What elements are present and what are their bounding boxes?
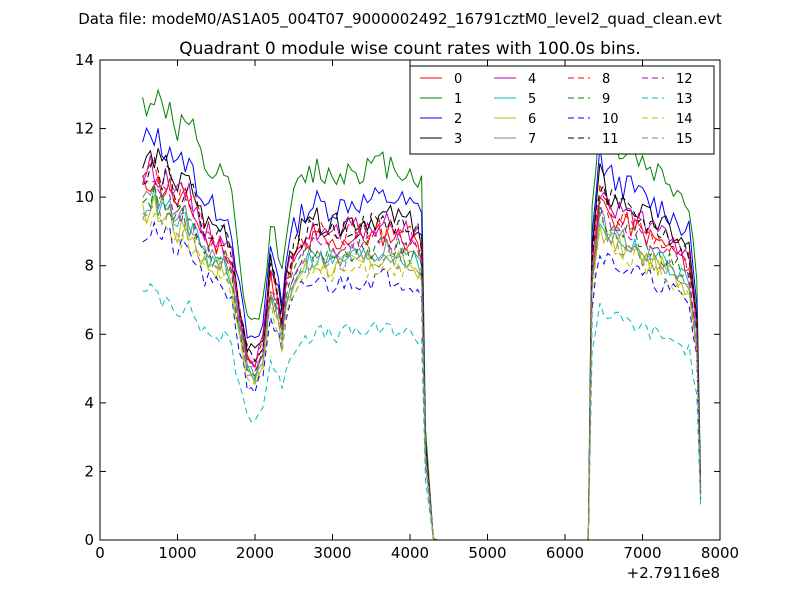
legend-label-13: 13: [676, 92, 693, 107]
series-line-3: [142, 148, 702, 541]
legend-label-7: 7: [528, 132, 536, 147]
x-tick-label: 1000: [158, 544, 196, 562]
legend-label-11: 11: [602, 132, 619, 147]
x-axis: 0 1000 2000 3000 4000 5000 6000 7000 8000: [95, 60, 739, 562]
legend-label-0: 0: [454, 72, 462, 87]
series-line-6: [142, 194, 702, 541]
x-tick-label: 2000: [236, 544, 274, 562]
y-tick-label: 0: [84, 531, 94, 549]
legend-label-9: 9: [602, 92, 610, 107]
y-tick-label: 2: [84, 462, 94, 480]
series-line-1: [142, 88, 702, 541]
series-line-8: [142, 159, 702, 541]
legend-label-14: 14: [676, 112, 693, 127]
x-tick-label: 8000: [701, 544, 739, 562]
chart-title: Quadrant 0 module wise count rates with …: [179, 39, 640, 59]
legend-label-3: 3: [454, 132, 462, 147]
legend-label-10: 10: [602, 112, 619, 127]
legend-label-1: 1: [454, 92, 462, 107]
y-tick-label: 14: [75, 51, 94, 69]
x-tick-label: 7000: [623, 544, 661, 562]
legend-label-4: 4: [528, 72, 536, 87]
x-tick-label: 6000: [546, 544, 584, 562]
legend-label-12: 12: [676, 72, 693, 87]
y-tick-label: 8: [84, 257, 94, 275]
y-tick-label: 10: [75, 188, 94, 206]
legend-label-15: 15: [676, 132, 693, 147]
series-line-13: [142, 282, 702, 541]
y-tick-label: 12: [75, 120, 94, 138]
series-line-10: [142, 220, 702, 541]
legend-label-2: 2: [454, 112, 462, 127]
y-tick-label: 4: [84, 394, 94, 412]
x-tick-label: 5000: [468, 544, 506, 562]
series-line-14: [142, 212, 702, 541]
series-line-4: [142, 155, 702, 541]
x-tick-label: 0: [95, 544, 105, 562]
legend-box: [409, 65, 715, 155]
legend-label-8: 8: [602, 72, 610, 87]
series-line-2: [142, 126, 702, 541]
series-line-11: [142, 156, 702, 541]
x-offset-label: +2.79116e8: [627, 564, 720, 582]
y-tick-label: 6: [84, 325, 94, 343]
legend-label-5: 5: [528, 92, 536, 107]
series-line-15: [142, 202, 702, 541]
series-line-12: [142, 180, 702, 541]
x-tick-label: 4000: [391, 544, 429, 562]
series-layer: [142, 88, 702, 541]
legend-label-6: 6: [528, 112, 536, 127]
x-tick-label: 3000: [313, 544, 351, 562]
chart-suptitle: Data file: modeM0/AS1A05_004T07_90000024…: [78, 10, 722, 29]
